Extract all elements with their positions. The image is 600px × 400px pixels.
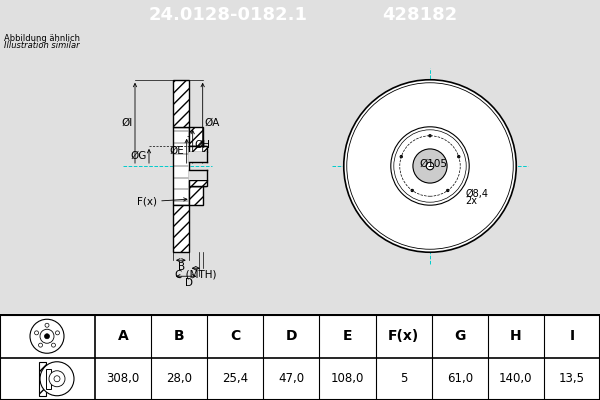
Text: E: E <box>343 329 352 343</box>
Text: Illustration similar: Illustration similar <box>4 41 80 50</box>
Text: 47,0: 47,0 <box>278 372 304 385</box>
Bar <box>173 127 188 205</box>
Text: 13,5: 13,5 <box>559 372 585 385</box>
Text: 428182: 428182 <box>382 6 458 24</box>
Text: B: B <box>174 329 184 343</box>
Circle shape <box>40 329 54 343</box>
Bar <box>39 362 46 396</box>
Circle shape <box>394 130 466 202</box>
Bar <box>188 186 203 205</box>
Bar <box>188 127 203 146</box>
Circle shape <box>446 189 449 192</box>
Bar <box>173 80 188 127</box>
Text: C (MTH): C (MTH) <box>175 270 217 280</box>
Text: ØI: ØI <box>122 118 133 128</box>
Bar <box>188 170 207 180</box>
Text: 28,0: 28,0 <box>166 372 192 385</box>
Text: ØE: ØE <box>170 146 185 156</box>
Text: 108,0: 108,0 <box>331 372 364 385</box>
Bar <box>173 205 188 252</box>
Text: A: A <box>118 329 128 343</box>
Bar <box>188 146 206 152</box>
Text: ØH: ØH <box>194 139 211 150</box>
Circle shape <box>35 331 38 335</box>
Text: ØA: ØA <box>205 118 220 128</box>
Text: F(x): F(x) <box>388 329 419 343</box>
Bar <box>46 369 51 389</box>
Circle shape <box>44 334 49 339</box>
Circle shape <box>411 189 413 192</box>
Circle shape <box>55 331 59 335</box>
Text: F(x): F(x) <box>137 196 157 206</box>
Text: 308,0: 308,0 <box>106 372 140 385</box>
Text: D: D <box>286 329 297 343</box>
Text: C: C <box>230 329 241 343</box>
Circle shape <box>52 343 55 347</box>
Text: 2x: 2x <box>465 196 477 206</box>
Text: 140,0: 140,0 <box>499 372 533 385</box>
Text: 5: 5 <box>400 372 407 385</box>
Text: Abbildung ähnlich: Abbildung ähnlich <box>4 34 80 43</box>
Circle shape <box>400 156 403 158</box>
Circle shape <box>426 162 434 170</box>
Circle shape <box>54 376 60 382</box>
Text: Ø8,4: Ø8,4 <box>465 190 488 200</box>
Circle shape <box>458 156 460 158</box>
Circle shape <box>38 343 43 347</box>
Text: I: I <box>569 329 575 343</box>
Text: G: G <box>454 329 466 343</box>
Circle shape <box>391 127 469 205</box>
Text: 24.0128-0182.1: 24.0128-0182.1 <box>149 6 308 24</box>
Circle shape <box>344 80 516 252</box>
Circle shape <box>347 83 513 249</box>
Circle shape <box>45 323 49 327</box>
Bar <box>188 180 207 186</box>
Text: B: B <box>178 262 185 272</box>
Text: D: D <box>185 278 193 288</box>
Circle shape <box>49 371 65 387</box>
Bar <box>188 146 207 152</box>
Circle shape <box>413 149 447 183</box>
Text: 25,4: 25,4 <box>222 372 248 385</box>
Circle shape <box>30 319 64 353</box>
Circle shape <box>40 362 74 396</box>
Text: 61,0: 61,0 <box>446 372 473 385</box>
Bar <box>188 152 207 162</box>
Text: Ø105: Ø105 <box>419 159 447 169</box>
Text: H: H <box>510 329 521 343</box>
Text: ØG: ØG <box>131 151 147 161</box>
Circle shape <box>429 134 431 137</box>
